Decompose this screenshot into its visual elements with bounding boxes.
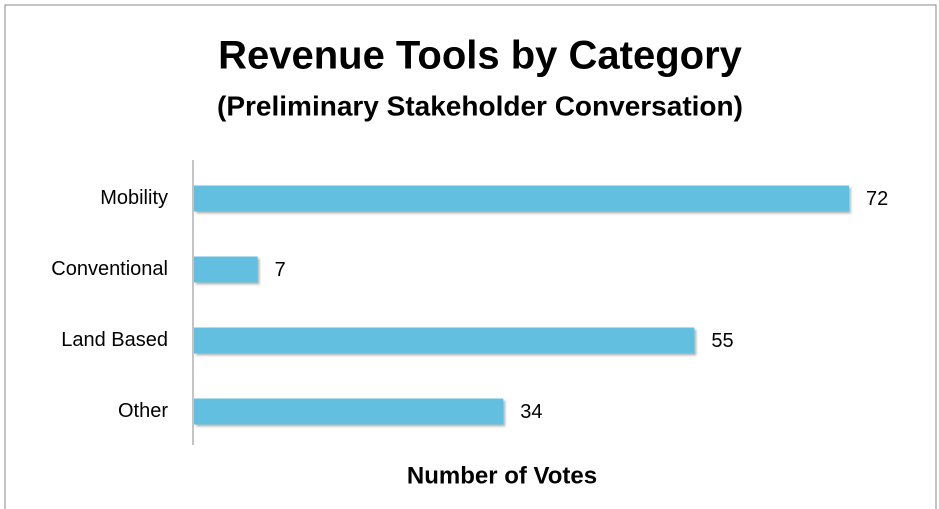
y-tick-label: Conventional bbox=[51, 258, 168, 280]
y-tick-label: Mobility bbox=[100, 187, 168, 209]
bar bbox=[194, 327, 695, 354]
chart-subtitle: (Preliminary Stakeholder Conversation) bbox=[217, 90, 743, 121]
bar bbox=[194, 398, 504, 425]
bar bbox=[194, 185, 849, 212]
chart-title: Revenue Tools by Category bbox=[218, 34, 743, 78]
x-axis-label: Number of Votes bbox=[407, 462, 597, 489]
frame bbox=[4, 4, 937, 509]
data-label: 72 bbox=[866, 188, 888, 210]
y-tick-label: Other bbox=[118, 400, 168, 422]
data-label: 55 bbox=[711, 330, 733, 352]
y-tick-label: Land Based bbox=[61, 329, 168, 351]
bar bbox=[194, 256, 258, 283]
data-label: 7 bbox=[275, 259, 286, 281]
data-label: 34 bbox=[520, 401, 542, 423]
